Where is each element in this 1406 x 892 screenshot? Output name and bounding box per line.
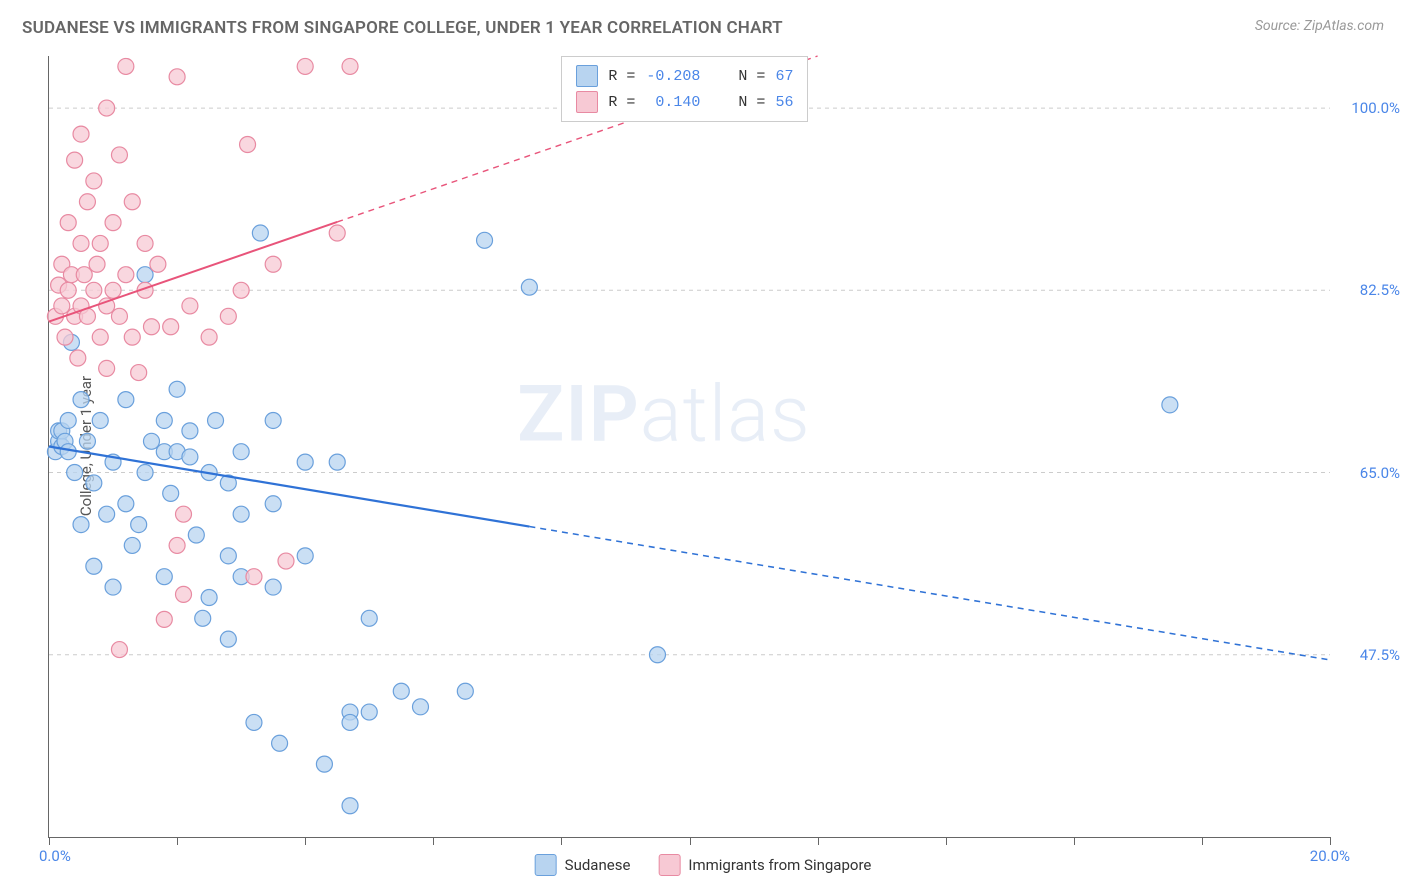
x-tick (1202, 837, 1203, 845)
chart-container: SUDANESE VS IMMIGRANTS FROM SINGAPORE CO… (0, 0, 1406, 892)
x-tick (946, 837, 947, 845)
stats-row-singapore: R = 0.140 N = 56 (576, 89, 793, 115)
y-tick-label: 82.5% (1340, 281, 1400, 299)
n-value-sudanese: 67 (775, 68, 793, 85)
x-tick (690, 837, 691, 845)
plot-svg (49, 56, 1330, 837)
swatch-singapore (658, 854, 680, 876)
swatch-sudanese (535, 854, 557, 876)
swatch-singapore (576, 91, 598, 113)
x-tick (1074, 837, 1075, 845)
chart-title: SUDANESE VS IMMIGRANTS FROM SINGAPORE CO… (22, 18, 783, 38)
x-tick (49, 837, 50, 845)
plot-area: ZIPatlas R = -0.208 N = 67 R = 0.140 N =… (48, 56, 1330, 838)
x-tick (305, 837, 306, 845)
x-tick (177, 837, 178, 845)
y-tick-label: 65.0% (1340, 464, 1400, 482)
x-tick (561, 837, 562, 845)
n-value-singapore: 56 (775, 94, 793, 111)
n-label: N = (738, 94, 765, 111)
swatch-sudanese (576, 65, 598, 87)
x-axis-min-label: 0.0% (39, 847, 71, 865)
series-legend: Sudanese Immigrants from Singapore (535, 854, 872, 876)
r-value-sudanese: -0.208 (645, 68, 700, 85)
y-tick-label: 47.5% (1340, 646, 1400, 664)
x-tick (1330, 837, 1331, 845)
x-tick (433, 837, 434, 845)
x-axis-max-label: 20.0% (1310, 847, 1350, 865)
stats-row-sudanese: R = -0.208 N = 67 (576, 63, 793, 89)
r-label: R = (608, 68, 635, 85)
r-value-singapore: 0.140 (645, 94, 700, 111)
legend-item-sudanese: Sudanese (535, 854, 631, 876)
source-attribution: Source: ZipAtlas.com (1255, 18, 1384, 34)
legend-item-singapore: Immigrants from Singapore (658, 854, 871, 876)
r-label: R = (608, 94, 635, 111)
legend-label-singapore: Immigrants from Singapore (688, 856, 871, 874)
legend-label-sudanese: Sudanese (565, 856, 631, 874)
x-tick (818, 837, 819, 845)
stats-legend: R = -0.208 N = 67 R = 0.140 N = 56 (561, 56, 808, 122)
y-tick-label: 100.0% (1340, 99, 1400, 117)
n-label: N = (738, 68, 765, 85)
